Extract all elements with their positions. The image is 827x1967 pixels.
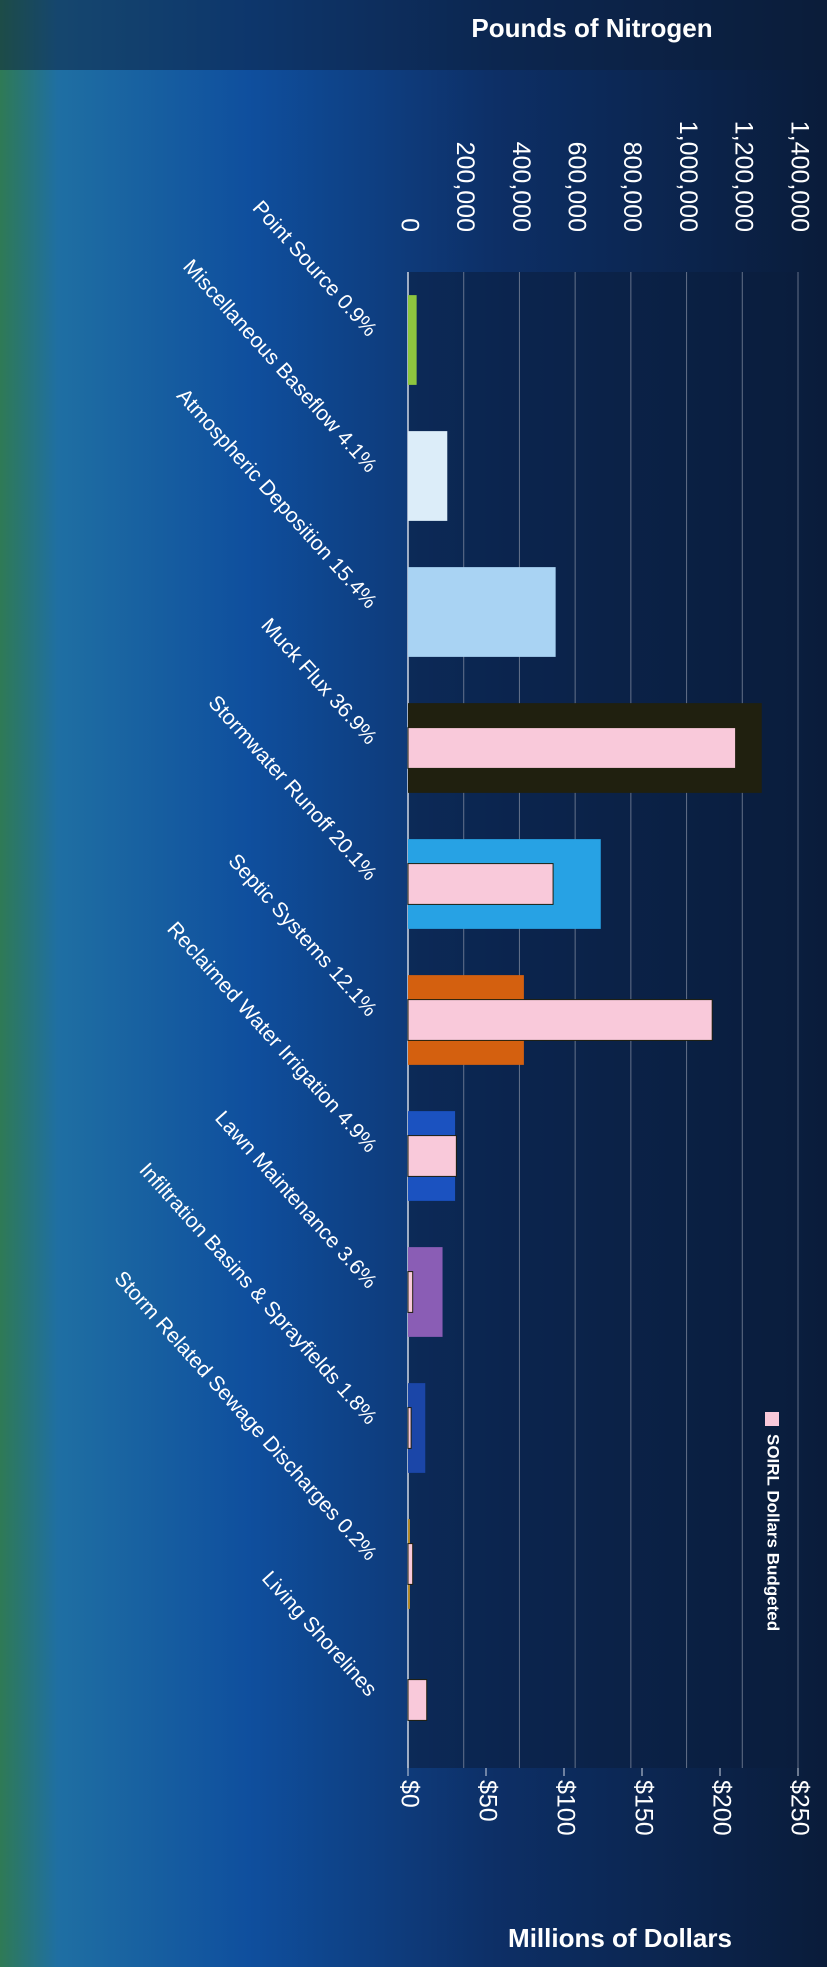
dollar-bar bbox=[407, 1407, 412, 1449]
dollar-bar bbox=[407, 727, 737, 769]
y-tick-label: 1,200,000 bbox=[730, 121, 758, 232]
nitrogen-bar bbox=[408, 1383, 426, 1473]
nitrogen-bar bbox=[408, 567, 556, 657]
dollar-bar bbox=[407, 863, 554, 905]
nitrogen-bar bbox=[408, 431, 448, 521]
y-tick-label: 800,000 bbox=[618, 142, 646, 232]
y-tick-label: 200,000 bbox=[451, 142, 479, 232]
y2-tick-label: $150 bbox=[629, 1780, 657, 1836]
y-tick-label: 400,000 bbox=[507, 142, 535, 232]
nitrogen-bar bbox=[408, 1247, 443, 1337]
y-tick-label: 600,000 bbox=[563, 142, 591, 232]
dollar-bar bbox=[407, 1543, 414, 1585]
chart-title: Pounds of Nitrogen bbox=[471, 13, 712, 43]
y2-tick-label: $200 bbox=[707, 1780, 735, 1836]
y2-tick-label: $0 bbox=[395, 1780, 423, 1808]
header-band bbox=[0, 0, 827, 70]
y2-axis-title: Millions of Dollars bbox=[508, 1923, 732, 1953]
nitrogen-bar bbox=[408, 295, 417, 385]
y2-tick-label: $250 bbox=[785, 1780, 813, 1836]
y-tick-label: 0 bbox=[395, 218, 423, 232]
legend-label: SOIRL Dollars Budgeted bbox=[764, 1434, 783, 1631]
dollar-bar bbox=[407, 1135, 457, 1177]
y2-tick-label: $100 bbox=[551, 1780, 579, 1836]
y2-tick-label: $50 bbox=[473, 1780, 501, 1822]
y-tick-label: 1,400,000 bbox=[785, 121, 813, 232]
y-tick-label: 1,000,000 bbox=[674, 121, 702, 232]
dollar-bar bbox=[407, 1271, 414, 1313]
dollar-bar bbox=[407, 999, 713, 1041]
legend-swatch bbox=[765, 1412, 779, 1426]
dollar-bar bbox=[407, 1679, 428, 1721]
